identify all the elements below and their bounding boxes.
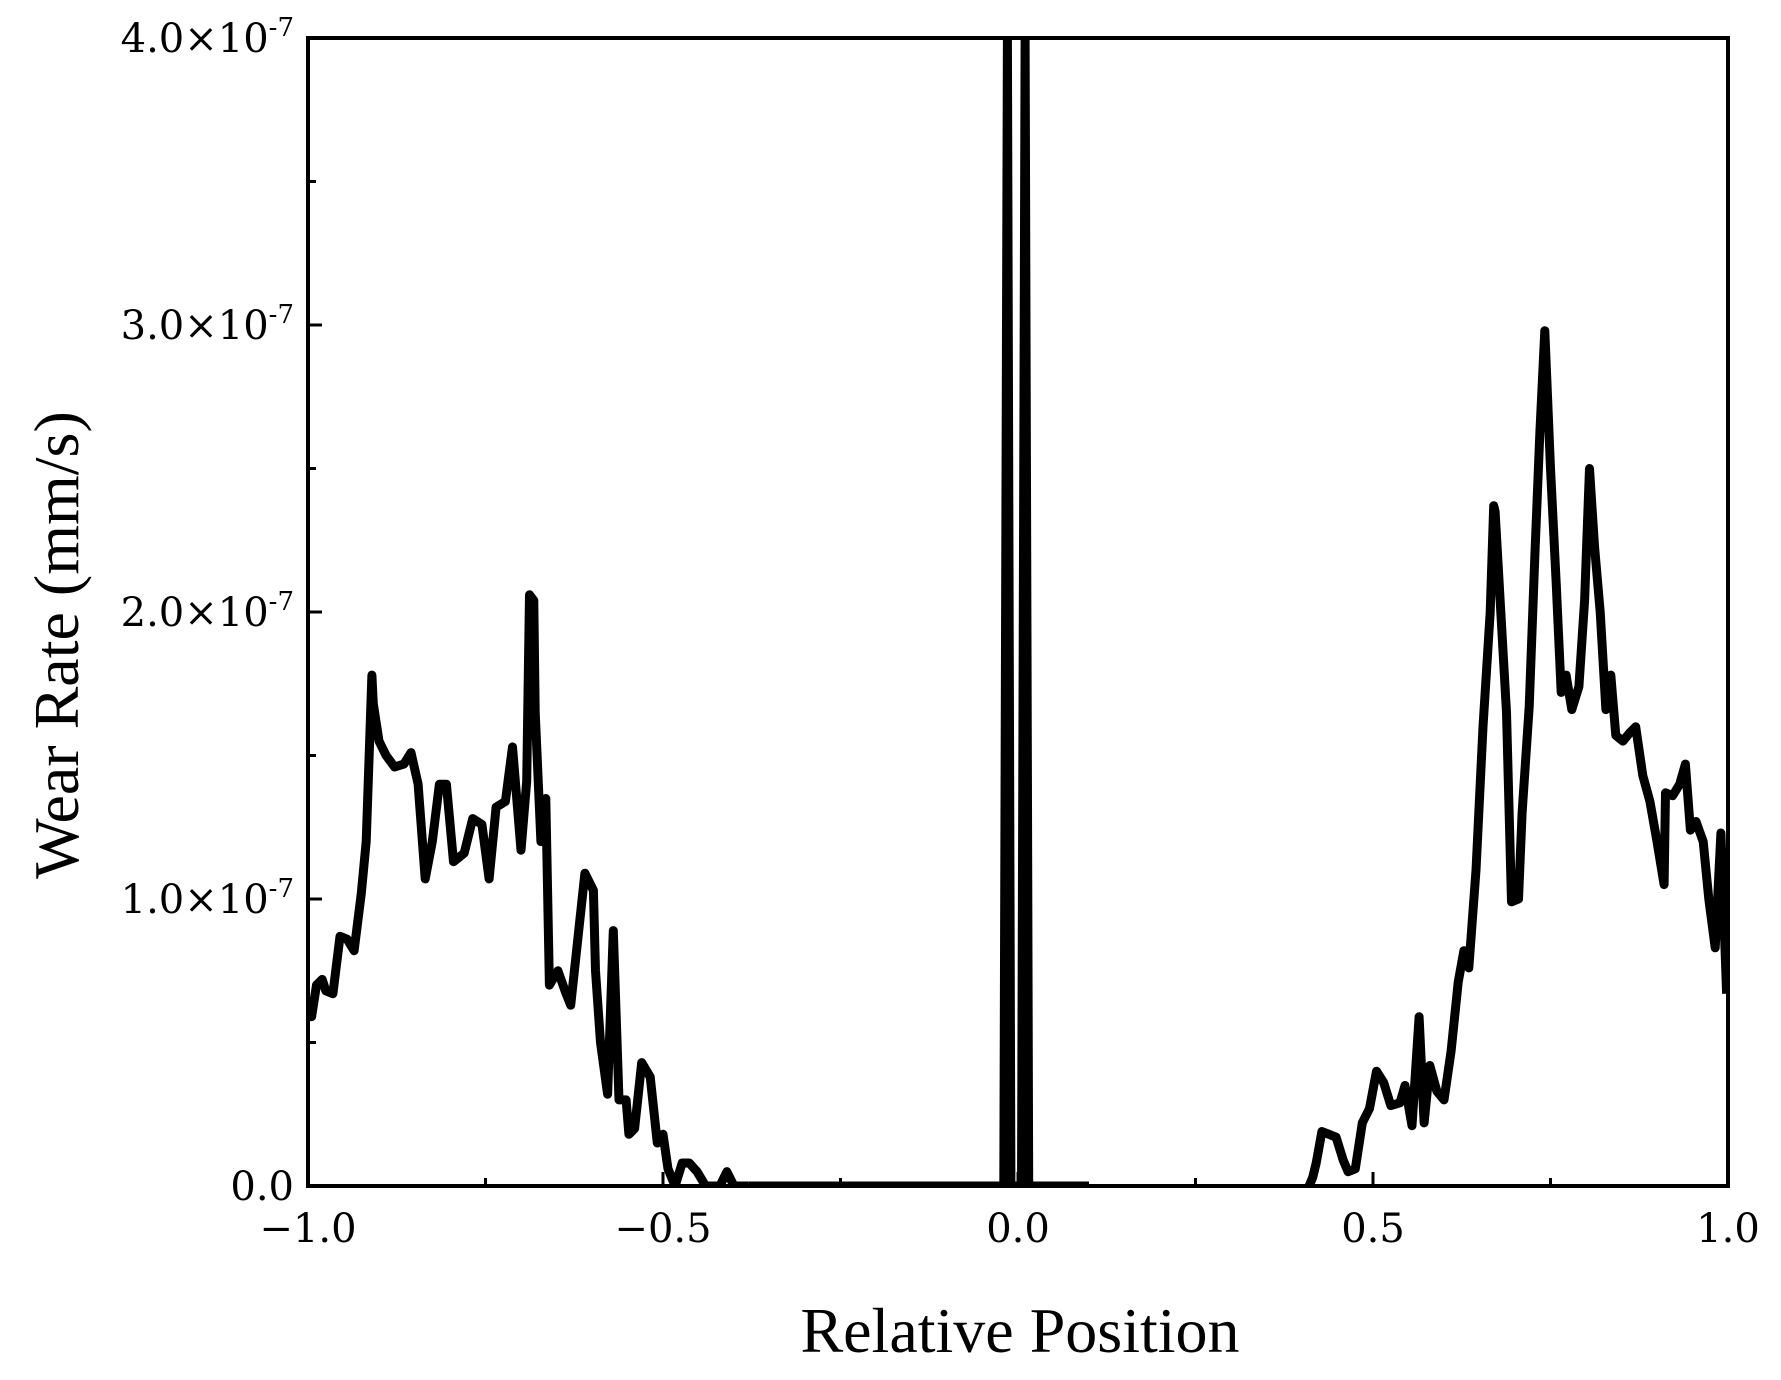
series-line-center bbox=[748, 38, 1089, 1186]
x-axis-title: Relative Position bbox=[800, 1295, 1239, 1366]
x-tick-label: −0.5 bbox=[614, 1206, 711, 1252]
x-tick-label: −1.0 bbox=[259, 1206, 356, 1252]
y-tick-label: 3.0×10-7 bbox=[121, 300, 294, 349]
x-tick-label: 0.5 bbox=[1341, 1206, 1405, 1252]
x-tick-label: 0.0 bbox=[986, 1206, 1050, 1252]
y-tick-label: 0.0 bbox=[230, 1164, 294, 1210]
x-tick-label: 1.0 bbox=[1696, 1206, 1760, 1252]
series-line-right bbox=[1304, 326, 1728, 1186]
y-tick-label: 2.0×10-7 bbox=[121, 587, 294, 636]
y-tick-label: 1.0×10-7 bbox=[121, 874, 294, 923]
series-line-left bbox=[308, 590, 749, 1186]
y-tick-label: 4.0×10-7 bbox=[121, 13, 294, 62]
y-axis-title: Wear Rate (mm/s) bbox=[21, 411, 92, 879]
